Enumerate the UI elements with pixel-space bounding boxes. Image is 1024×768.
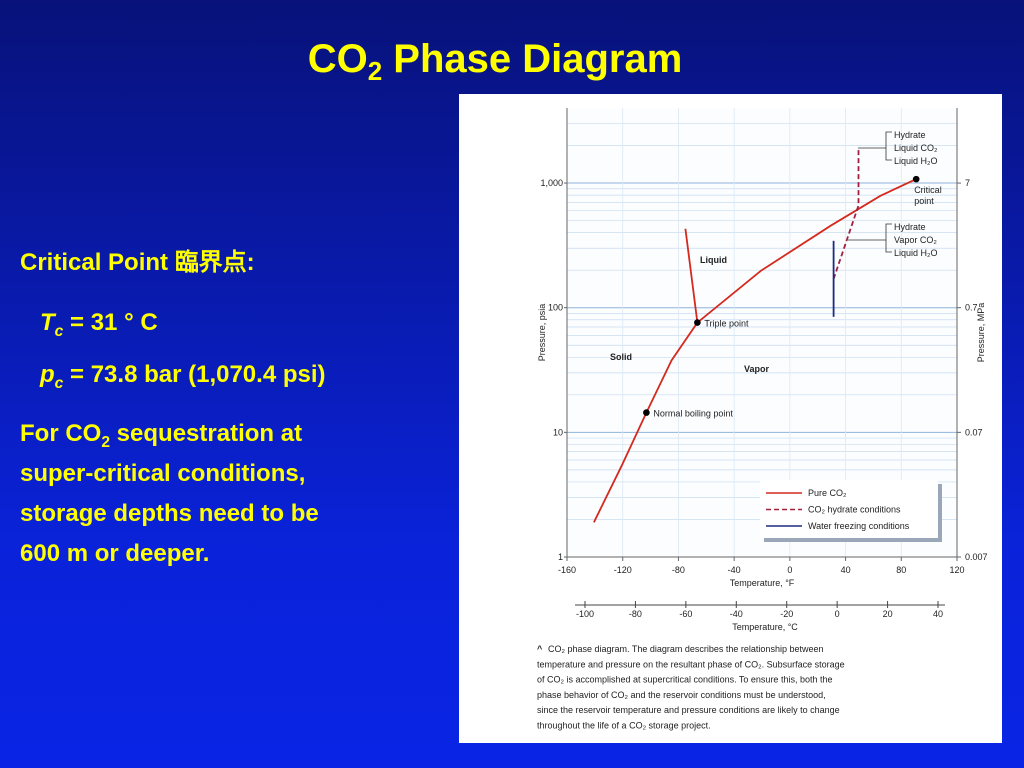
legend-label: Pure CO₂ xyxy=(808,488,847,498)
point-label-part: point xyxy=(914,196,934,206)
bracket xyxy=(848,223,892,253)
x2-tick-label: -20 xyxy=(780,609,793,619)
x-tick-label: 120 xyxy=(949,565,964,575)
pc-symbol: p xyxy=(39,361,55,388)
legend-label: Water freezing conditions xyxy=(808,521,910,531)
x2-tick-label: -100 xyxy=(576,609,594,619)
tc-line: Tc = 31 ° C xyxy=(40,309,158,340)
tc-rest: = 31 ° C xyxy=(63,309,157,336)
x2-tick-label: 0 xyxy=(835,609,840,619)
x-axis-label: Temperature, °F xyxy=(730,578,795,588)
pc-sub: c xyxy=(55,375,64,392)
note-sub: 2 xyxy=(101,434,110,451)
note-rest: sequestration at xyxy=(110,420,302,447)
point-label: Triple point xyxy=(704,319,749,329)
y-tick-label: 10 xyxy=(553,427,563,437)
point-marker xyxy=(643,409,650,416)
tc-symbol: T xyxy=(40,309,57,336)
legend-label: CO₂ hydrate conditions xyxy=(808,505,901,515)
x-tick-label: 0 xyxy=(787,565,792,575)
x-tick-label: -40 xyxy=(728,565,741,575)
title-sub: 2 xyxy=(368,56,382,86)
region-label: Vapor xyxy=(744,364,770,374)
x2-axis-label: Temperature, °C xyxy=(732,622,798,632)
note-main: For CO xyxy=(20,420,101,447)
title-rest: Phase Diagram xyxy=(382,37,682,81)
x-tick-label: 80 xyxy=(896,565,906,575)
x2-tick-label: 40 xyxy=(933,609,943,619)
x2-tick-label: 20 xyxy=(883,609,893,619)
y2-tick-label: 7 xyxy=(965,178,970,188)
y2-tick-label: 0.07 xyxy=(965,427,983,437)
bracket-label: Liquid CO₂ xyxy=(894,143,938,153)
y2-axis-label: Pressure, MPa xyxy=(976,303,986,363)
tc-sub: c xyxy=(55,323,64,340)
x2-tick-label: -40 xyxy=(730,609,743,619)
point-marker xyxy=(912,175,920,183)
bracket-label: Liquid H₂O xyxy=(894,248,938,258)
y-axis-label: Pressure, psia xyxy=(537,304,547,362)
note-line: super-critical conditions, xyxy=(20,460,305,487)
bracket xyxy=(858,131,892,161)
title-main: CO xyxy=(308,37,368,81)
x-tick-label: -80 xyxy=(672,565,685,575)
point-label-part: Critical xyxy=(914,185,942,195)
caption-line: of CO₂ is accomplished at supercritical … xyxy=(537,675,832,685)
caption-line: phase behavior of CO₂ and the reservoir … xyxy=(537,690,826,700)
point-label: Normal boiling point xyxy=(653,409,733,419)
figure: 1 10 100 1,000 0.007 0.07 0.7 7 -160 -120 -80 -40 0 4… xyxy=(459,94,1002,743)
x2-tick-label: -80 xyxy=(629,609,642,619)
region-label: Solid xyxy=(610,352,632,362)
y2-tick-label: 0.007 xyxy=(965,552,988,562)
bracket-label: Vapor CO₂ xyxy=(894,235,937,245)
region-label: Liquid xyxy=(700,255,727,265)
bracket-label: Hydrate xyxy=(894,130,926,140)
x-tick-label: -120 xyxy=(614,565,632,575)
pc-line: pc = 73.8 bar (1,070.4 psi) xyxy=(39,361,326,392)
y-tick-label: 1,000 xyxy=(540,178,563,188)
bracket-label: Hydrate xyxy=(894,222,926,232)
caption-marker: ^ xyxy=(537,644,543,654)
y-tick-label: 1 xyxy=(558,552,563,562)
critical-heading: Critical Point 臨界点: xyxy=(20,248,255,276)
y-tick-label: 100 xyxy=(548,303,563,313)
note-line: 600 m or deeper. xyxy=(20,540,209,567)
x-tick-label: 40 xyxy=(841,565,851,575)
pc-rest: = 73.8 bar (1,070.4 psi) xyxy=(63,361,325,388)
note-line: For CO2 sequestration at xyxy=(20,420,302,451)
caption-line: temperature and pressure on the resultan… xyxy=(537,659,845,669)
slide-title: CO2 Phase Diagram xyxy=(308,37,683,86)
series-line xyxy=(832,149,860,280)
point-marker xyxy=(694,319,701,326)
caption-line: CO₂ phase diagram. The diagram describes… xyxy=(548,644,823,654)
caption-line: since the reservoir temperature and pres… xyxy=(537,705,840,715)
x2-tick-label: -60 xyxy=(679,609,692,619)
x-tick-label: -160 xyxy=(558,565,576,575)
y2-tick-label: 0.7 xyxy=(965,303,978,313)
point-label: Critical point xyxy=(914,185,942,206)
bracket-label: Liquid H₂O xyxy=(894,156,938,166)
legend-box xyxy=(760,480,938,538)
note-line: storage depths need to be xyxy=(20,500,319,527)
caption-line: throughout the life of a CO₂ storage pro… xyxy=(537,721,711,731)
